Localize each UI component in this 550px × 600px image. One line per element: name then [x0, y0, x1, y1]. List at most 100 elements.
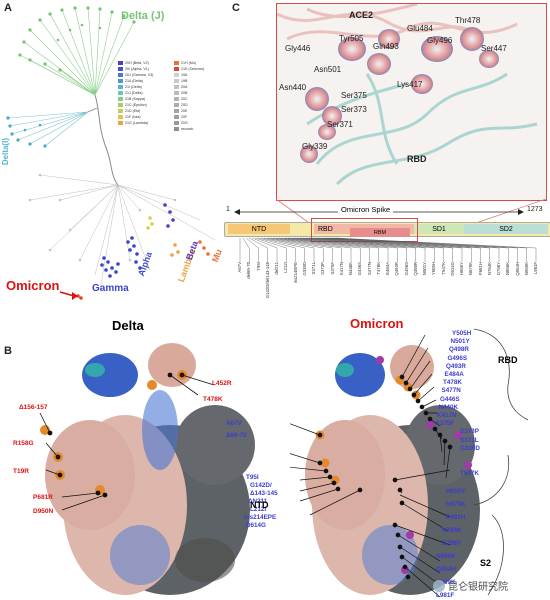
omicron-mutation: Q498R	[449, 346, 469, 354]
legend-label: 21A (Delta)	[125, 79, 143, 83]
mutation-tick	[320, 237, 490, 262]
legend-swatch	[174, 79, 179, 83]
legend-left: 20H (Beta, V2) 20I (Alpha, V1) 20J (Gamma,…	[118, 60, 160, 126]
legend-entry: 21H (Mu)	[174, 60, 216, 66]
omicron-mutation: N679K	[446, 501, 466, 508]
mutation-label: A67V	[237, 262, 242, 273]
omicron-tree-label: Omicron	[6, 278, 60, 293]
legend-label: 21K (Omicron)	[181, 67, 205, 71]
legend-entry: 20H (Beta, V2)	[118, 60, 160, 66]
mutation-label: N501Y	[422, 262, 427, 276]
mutation-tick	[332, 237, 527, 262]
legend-label: 20G	[181, 121, 188, 125]
spike-end: 1273	[527, 206, 543, 213]
legend-label: 21F (Iota)	[125, 115, 141, 119]
mutation-label: del69-70	[246, 262, 252, 279]
panel-c-label: C	[232, 2, 240, 14]
wechat-logo-icon	[433, 579, 445, 592]
legend-label: 19A	[181, 73, 188, 77]
omicron-mutation: D796Y	[442, 540, 462, 547]
legend-swatch	[118, 121, 123, 125]
mutation-tick	[317, 237, 481, 262]
legend-entry: 21D (Eta)	[118, 108, 160, 114]
mutation-label: L212I	[283, 262, 289, 273]
mutation-tick	[248, 237, 268, 262]
legend-label: 20F	[181, 115, 188, 119]
omicron-mutation: S477N	[441, 387, 461, 395]
rbd-structure-label: RBD	[407, 154, 427, 164]
legend-swatch	[118, 61, 123, 65]
delta-mut-t19r: T19R	[13, 468, 29, 475]
mutation-label: K417N	[338, 262, 344, 276]
legend-entry: 21G (Lambda)	[118, 120, 160, 126]
legend-swatch	[118, 109, 123, 113]
mutation-tick	[266, 237, 324, 262]
mutation-label: T547K	[440, 262, 446, 275]
legend-entry: 21B (Kappa)	[118, 96, 160, 102]
delta-mut-p681r: P681R	[33, 494, 53, 501]
mutation-label: T478K	[375, 262, 381, 275]
mutation-tick	[278, 237, 361, 262]
legend-label: 21G (Lambda)	[125, 121, 149, 125]
legend-label: 20A	[181, 85, 188, 89]
omicron-mutation: ΔN211	[248, 498, 268, 505]
mutation-tick	[326, 237, 509, 262]
omicron-mutation: S373P	[460, 428, 479, 436]
residue-gly496: Gly496	[427, 36, 453, 45]
legend-swatch	[174, 67, 179, 71]
mutation-labels: A67V del69-70 T95I G142D/del143-145 del211 L2…	[224, 262, 549, 302]
panel-b-label: B	[4, 345, 12, 357]
omicron-mutation: N501Y	[450, 338, 470, 346]
mutation-tick	[308, 237, 453, 262]
legend-swatch	[118, 115, 123, 119]
legend-label: 19B	[181, 79, 188, 83]
mutation-tick	[260, 237, 305, 262]
mutation-label: T95I	[255, 262, 261, 271]
legend-swatch	[174, 91, 179, 95]
mutation-tick	[284, 237, 379, 262]
mutation-tick	[263, 237, 315, 262]
legend-entry: 21A (Delta)	[118, 78, 160, 84]
panel-a-label: A	[4, 2, 12, 14]
legend-entry: 21F (Iota)	[118, 114, 160, 120]
watermark-text: 昆仑银研究院	[448, 582, 508, 593]
omicron-mutation: S371L	[460, 436, 479, 444]
mutation-tick	[281, 237, 370, 262]
omicron-mutation: N440K	[438, 403, 459, 411]
legend-label: 20D	[181, 103, 188, 107]
omicron-mutation: Δ69-70	[226, 432, 247, 439]
legend-entry: 19A	[174, 72, 216, 78]
omicron-mutation: N969K	[436, 579, 456, 586]
mutation-label: G496S	[403, 262, 409, 276]
legend-entry: 20C	[174, 96, 216, 102]
mutation-tick	[251, 237, 278, 262]
delta-j-label: Delta (J)	[121, 10, 165, 22]
mutation-tick	[257, 237, 296, 262]
residue-lys417: Lys417	[397, 80, 423, 89]
delta-spike-structure	[39, 343, 255, 595]
mutation-tick	[254, 237, 287, 262]
omicron-mutation: N764K	[442, 527, 462, 534]
mutation-label: S373P	[320, 262, 326, 275]
mutation-label: N764K	[486, 262, 492, 276]
mutation-label: Q954H	[514, 262, 520, 276]
mutation-label: G339D	[301, 262, 307, 276]
legend-label: 20C	[181, 97, 188, 101]
group-label-s2: S2	[480, 558, 492, 568]
mutation-tick	[299, 237, 426, 262]
omicron-mutation: A67V	[226, 420, 242, 427]
mutation-label: P681H	[477, 262, 483, 276]
residue-gly339: Gly339	[302, 142, 328, 151]
mutation-tick	[272, 237, 342, 262]
mutation-tick	[305, 237, 444, 262]
gamma-label: Gamma	[92, 283, 129, 294]
spike-title: Omicron Spike	[338, 205, 394, 214]
legend-label: 20H (Beta, V2)	[125, 61, 149, 65]
watermark: 昆仑银研究院	[433, 578, 508, 593]
legend-entry: 20D	[174, 102, 216, 108]
domain-ntd: NTD	[228, 224, 290, 234]
legend-label: 20I (Alpha, V1)	[125, 67, 149, 71]
mutation-tick	[329, 237, 518, 262]
domain-sd1: SD1	[414, 224, 464, 234]
omicron-mutation: L212I	[250, 506, 267, 513]
